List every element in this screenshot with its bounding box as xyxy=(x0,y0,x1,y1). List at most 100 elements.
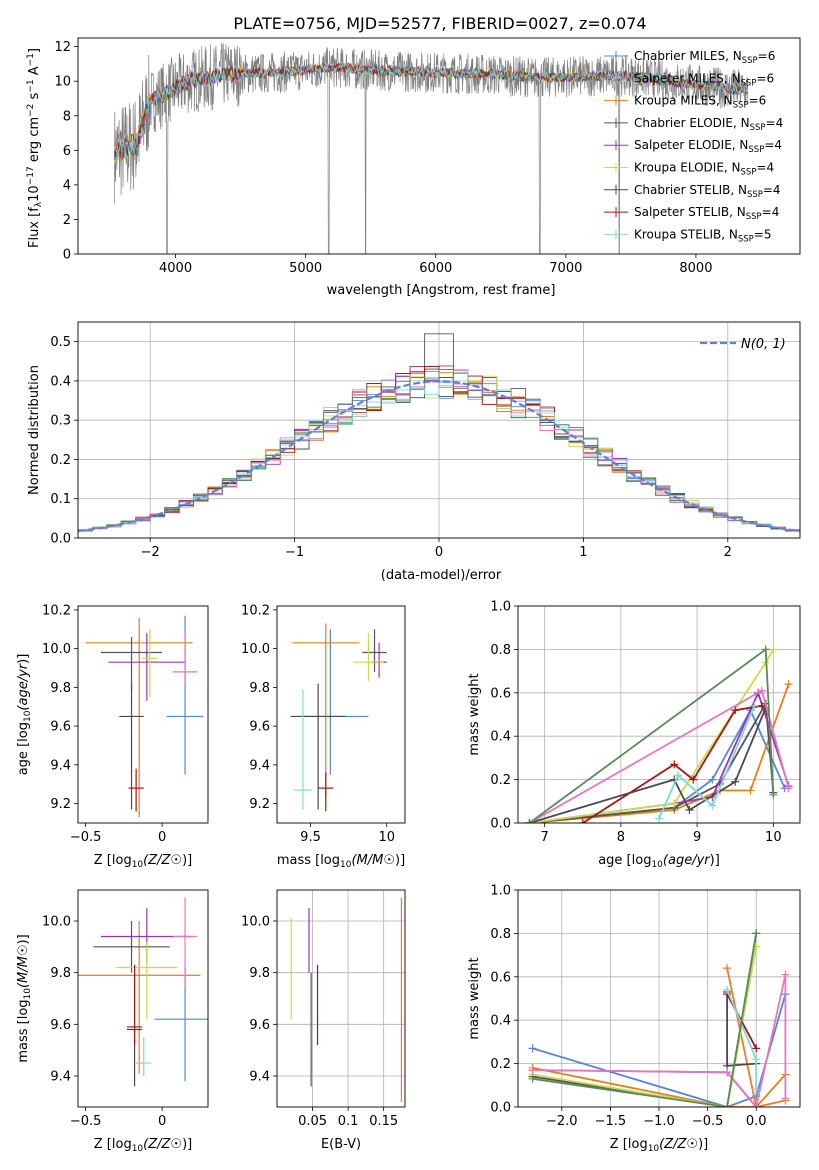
y-axis-label-part: erg cm xyxy=(27,117,42,166)
x-tick-label: −0.5 xyxy=(692,1114,724,1129)
x-axis-label-part: (M/M☉ xyxy=(351,853,395,868)
axes-frame xyxy=(517,605,801,824)
x-axis-label-sub: 10 xyxy=(651,860,663,870)
y-tick-label: 10.0 xyxy=(42,915,71,930)
axes-mass_vs_Z: −0.5 0 9.4 9.6 9.8 10.0 xyxy=(42,915,166,1130)
legend-label-sub: SSP xyxy=(746,212,762,222)
y-tick-label: 9.8 xyxy=(249,681,270,696)
weight-lines-weight_vs_Z xyxy=(528,929,790,1107)
y-axis-label-sub: 10 xyxy=(23,710,33,722)
weight-point xyxy=(752,1044,761,1053)
weight-point xyxy=(578,819,587,823)
axes-frame xyxy=(77,37,801,255)
y-axis-label: Flux [fλ10−17 erg cm−2 s−1 A−1] xyxy=(26,48,44,248)
y-tick-label: 0.8 xyxy=(490,927,511,942)
x-tick-label: 6000 xyxy=(419,261,452,276)
weight-point xyxy=(674,771,683,780)
y-tick-label: 9.4 xyxy=(50,758,71,773)
x-axis-label-sub: 10 xyxy=(648,1144,660,1154)
y-tick-label: 9.8 xyxy=(50,681,71,696)
spectrum-lines xyxy=(114,42,749,254)
y-tick-label: 0.6 xyxy=(490,970,511,985)
y-tick-label: 12 xyxy=(54,40,71,55)
y-tick-label: 0 xyxy=(63,248,71,263)
weight-point xyxy=(769,645,778,654)
weight-series-line xyxy=(529,700,775,823)
y-axis-label-part: ] xyxy=(27,48,42,53)
y-tick-label: 9.4 xyxy=(50,1070,71,1085)
weight-series-line xyxy=(529,648,775,823)
y-axis-label: mass weight xyxy=(467,673,482,755)
y-axis-label-part: s xyxy=(27,92,42,103)
x-tick-label: 0.1 xyxy=(338,1114,359,1129)
x-tick-label: −0.5 xyxy=(70,1114,102,1129)
axes-age_vs_Z: −0.5 0 9.2 9.4 9.6 9.8 10.0 10.2 xyxy=(42,603,166,845)
x-tick-label: −0.5 xyxy=(70,830,102,845)
weight-point xyxy=(781,1094,790,1103)
legend-label-tail: =4 xyxy=(763,183,781,197)
weight-point xyxy=(746,786,755,795)
y-tick-label: 9.6 xyxy=(249,1018,270,1033)
x-tick-label: 9.5 xyxy=(300,830,321,845)
weight-point xyxy=(769,790,778,799)
legend-label: N(0, 1) xyxy=(741,337,786,352)
y-tick-label: 10.0 xyxy=(241,915,270,930)
y-tick-label: 0.2 xyxy=(490,1057,511,1072)
y-tick-label: 0.4 xyxy=(490,1014,511,1029)
x-tick-label: −1 xyxy=(285,545,304,560)
x-axis-label-part: )] xyxy=(182,1137,192,1152)
axes-age_vs_mass: 9.5 10 9.2 9.4 9.6 9.8 10.0 10.2 xyxy=(241,603,395,845)
weight-point xyxy=(708,801,717,810)
x-tick-label: −2.0 xyxy=(546,1114,578,1129)
y-axis-label: Normed distribution xyxy=(27,365,42,495)
axes-frame xyxy=(77,889,209,1108)
weight-point xyxy=(752,929,761,938)
y-tick-label: 10 xyxy=(54,75,71,90)
weight-point xyxy=(752,1085,761,1094)
weight-point xyxy=(784,680,793,689)
weight-lines-weight_vs_age xyxy=(525,645,793,823)
y-tick-label: 10.0 xyxy=(241,642,270,657)
legend-label-sub: SSP xyxy=(750,123,766,133)
weight-point xyxy=(784,784,793,793)
y-axis-label: age [log10(age/yr)] xyxy=(16,654,33,776)
x-tick-label: 2 xyxy=(724,545,732,560)
x-axis-label: age [log10(age/yr)] xyxy=(598,853,720,870)
weight-point xyxy=(750,701,759,710)
x-axis-label-part: [log xyxy=(622,853,651,868)
x-tick-label: 4000 xyxy=(159,261,192,276)
normal-curve xyxy=(78,380,798,533)
x-tick-label: 0 xyxy=(158,830,166,845)
y-axis-label-part: )] xyxy=(16,934,31,944)
x-axis-label-part: (Z/Z☉ xyxy=(659,1137,698,1152)
weight-point xyxy=(685,805,694,814)
legend-label-sub: SSP xyxy=(733,101,749,111)
errorbars-age_vs_mass xyxy=(290,623,387,812)
x-tick-label: 0.15 xyxy=(369,1114,398,1129)
y-tick-label: 9.4 xyxy=(249,1070,270,1085)
axes-frame xyxy=(276,889,406,1108)
data-spectrum-line xyxy=(114,42,749,254)
y-axis-label: mass [log10(M/M☉)] xyxy=(16,934,33,1062)
legend-label-tail: =5 xyxy=(754,227,772,241)
axes-frame xyxy=(517,889,801,1108)
y-tick-label: 0.5 xyxy=(50,335,71,350)
y-tick-label: 10.2 xyxy=(241,603,270,618)
weight-point xyxy=(528,1066,537,1075)
x-tick-label: 8000 xyxy=(679,261,712,276)
weight-series-line xyxy=(532,946,758,1107)
legend-label-tail: =6 xyxy=(749,94,767,108)
legend-label: Salpeter ELODIE, NSSP=4 xyxy=(634,138,782,155)
y-axis-label-part: (age/yr xyxy=(16,662,31,710)
y-tick-label: 8 xyxy=(63,109,71,124)
weight-series-line xyxy=(532,1067,787,1107)
y-tick-label: 0.3 xyxy=(50,414,71,429)
y-tick-label: 10.2 xyxy=(42,603,71,618)
y-tick-label: 0.1 xyxy=(50,492,71,507)
weight-point xyxy=(708,775,717,784)
x-axis-label: (data-model)/error xyxy=(381,568,502,583)
y-tick-label: 1.0 xyxy=(490,600,511,615)
x-tick-label: 8 xyxy=(617,830,625,845)
legend-label-tail: =4 xyxy=(764,138,782,152)
x-axis-label-sub: 10 xyxy=(132,860,144,870)
